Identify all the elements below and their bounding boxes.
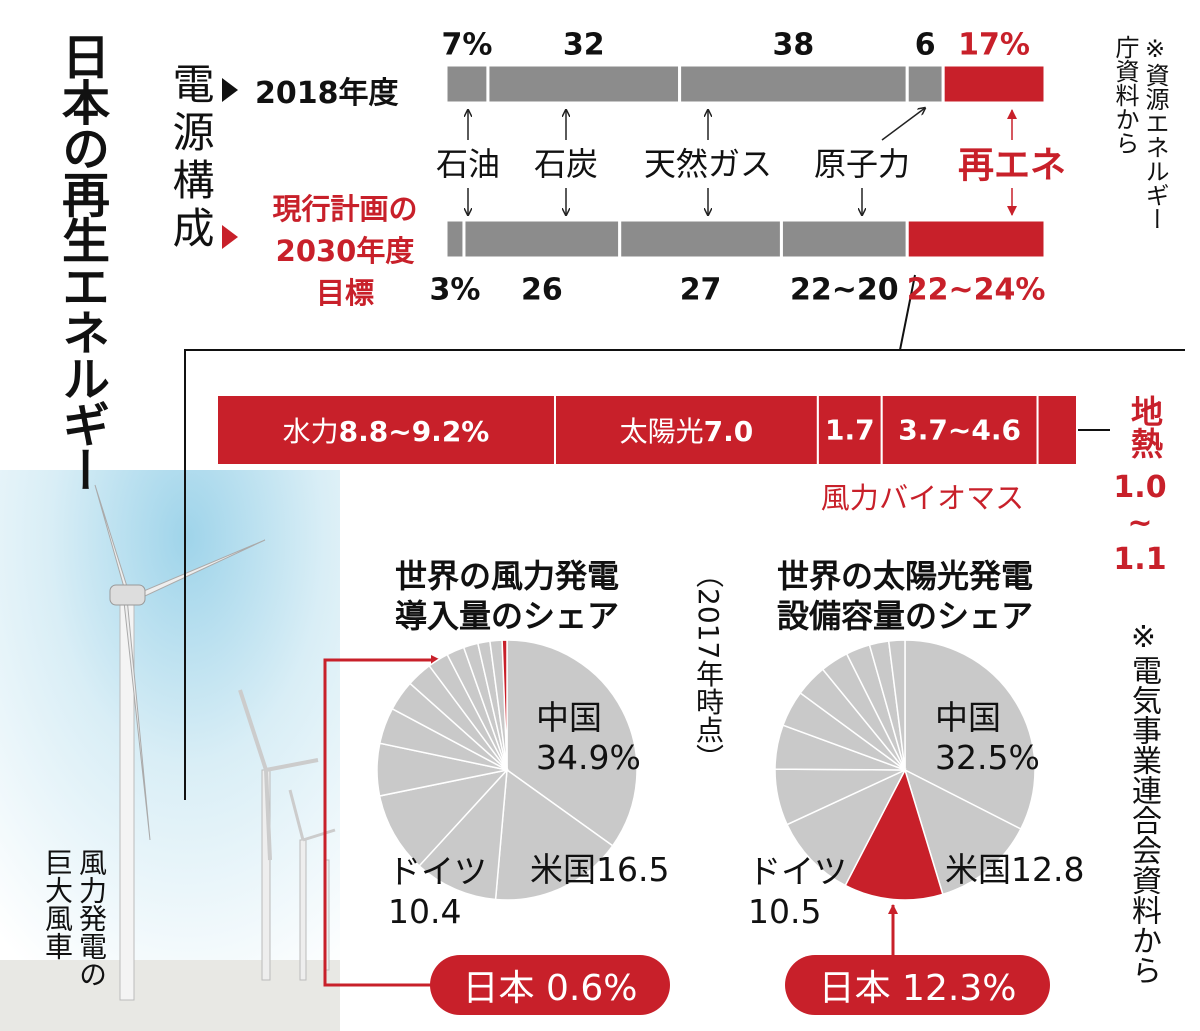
- value-label: 17%: [958, 27, 1030, 63]
- category-name: 日本: [818, 968, 891, 1009]
- category-label: 現行計画の 2030年度 目標: [272, 192, 418, 310]
- value-label: 7.0: [703, 415, 754, 448]
- slice-label: ドイツ 10.4: [388, 852, 487, 932]
- value-label: 12.8: [1011, 850, 1085, 889]
- slice-label: ドイツ 10.5: [748, 852, 847, 932]
- note: （2017年時点）: [692, 560, 725, 772]
- chart-title: 世界の太陽光発電 設備容量のシェア: [776, 557, 1034, 635]
- title: 日本の再生エネルギー: [53, 32, 109, 492]
- series-name: 石炭: [533, 145, 599, 183]
- bar-segment: [444, 218, 466, 260]
- category-name: 水力: [282, 415, 339, 448]
- category-name: 風力: [820, 481, 879, 515]
- value-label: 1.0 ~ 1.1: [1113, 470, 1167, 577]
- bar-segment: [816, 394, 883, 466]
- value-label: 6: [914, 27, 936, 63]
- series-name: 再エネ: [957, 145, 1067, 186]
- value-label: 7%: [441, 27, 493, 63]
- bar-segment: [618, 218, 783, 260]
- category-name: 中国: [935, 698, 1001, 737]
- bar-segment: [216, 394, 556, 466]
- value-label: 32.5%: [935, 738, 1040, 777]
- marker-triangle: [222, 78, 238, 102]
- pie-slice: [887, 639, 906, 771]
- value-label: 22~24%: [906, 272, 1046, 308]
- pie-slice: [418, 767, 508, 901]
- value-label: 10.4: [388, 892, 462, 931]
- arrow: [881, 108, 925, 141]
- slice-label: 米国16.5: [530, 850, 669, 890]
- category-name: 中国: [536, 698, 602, 737]
- value-label: 3%: [429, 272, 481, 308]
- bar-segment: [941, 63, 1047, 105]
- value-label: 26: [520, 272, 563, 308]
- value-label: 1.7: [824, 413, 875, 447]
- value-label: 34.9%: [536, 738, 641, 777]
- bar-segment: [462, 218, 622, 260]
- bar-segment: [779, 218, 909, 260]
- value-label: 32: [562, 27, 605, 63]
- chart-title: 世界の風力発電 導入量のシェア: [394, 557, 620, 635]
- slice-label: 中国 34.9%: [536, 698, 641, 778]
- category-name: 太陽光: [619, 415, 704, 448]
- pie-slice: [378, 768, 510, 867]
- category-label: 2018年度: [255, 76, 399, 111]
- highlight-label: 日本 12.3%: [819, 959, 1017, 1011]
- series-name: 石油: [435, 145, 501, 183]
- pie-slice: [494, 768, 614, 901]
- series-name: 天然ガス: [643, 145, 773, 183]
- bar-segment: [1036, 394, 1078, 466]
- value-label: 8.8~9.2%: [338, 415, 490, 448]
- source-note: ※資源エネルギー庁資料から: [1111, 35, 1169, 231]
- source-note: ※電気事業連合会資料から: [1126, 620, 1161, 985]
- value-label: 38: [772, 27, 815, 63]
- pie-slice: [904, 639, 1036, 831]
- pie-slice: [786, 768, 907, 887]
- pointer: [323, 655, 898, 987]
- connector: [184, 274, 1185, 800]
- series-name: 原子力: [813, 145, 911, 183]
- value-label: 16.5: [596, 850, 670, 889]
- category-name: 米国: [945, 850, 1011, 889]
- value-label: 27: [679, 272, 722, 308]
- bar-segment: [486, 63, 682, 105]
- bar-segment: [905, 63, 945, 105]
- slice-label: 米国12.8: [945, 850, 1084, 890]
- value-label: 3.7~4.6: [898, 413, 1021, 447]
- marker-triangle: [222, 225, 238, 249]
- category-name: 日本: [462, 968, 535, 1009]
- bar-segment: [880, 394, 1039, 466]
- value-label: 0.6%: [546, 968, 638, 1009]
- photo: [0, 470, 340, 1031]
- pie-slice: [844, 768, 944, 901]
- highlight-label: 日本 0.6%: [463, 959, 638, 1011]
- value-label: 22~20: [790, 272, 899, 308]
- category-name: ドイツ: [748, 852, 847, 891]
- pie-slice: [501, 639, 508, 771]
- category-name: バイオマス: [879, 481, 1025, 515]
- segment-label: 水力8.8~9.2%: [283, 410, 490, 450]
- segment-label: 太陽光7.0: [620, 410, 754, 450]
- highlight-pill: [430, 955, 670, 1015]
- photo-caption: 風力発電の巨大風車: [41, 848, 108, 988]
- value-label: 10.5: [748, 892, 822, 931]
- category-name: 地熱: [1126, 395, 1164, 459]
- section-label: 電源構成: [166, 62, 215, 254]
- category-name: ドイツ: [388, 852, 487, 891]
- pie-slice: [506, 639, 638, 847]
- value-label: 12.3%: [902, 968, 1017, 1009]
- bar-segment: [678, 63, 909, 105]
- slice-label: 中国 32.5%: [935, 698, 1040, 778]
- category-name: 米国: [530, 850, 596, 889]
- bar-segment: [905, 218, 1047, 260]
- highlight-pill: [785, 955, 1050, 1015]
- bar-segment: [444, 63, 490, 105]
